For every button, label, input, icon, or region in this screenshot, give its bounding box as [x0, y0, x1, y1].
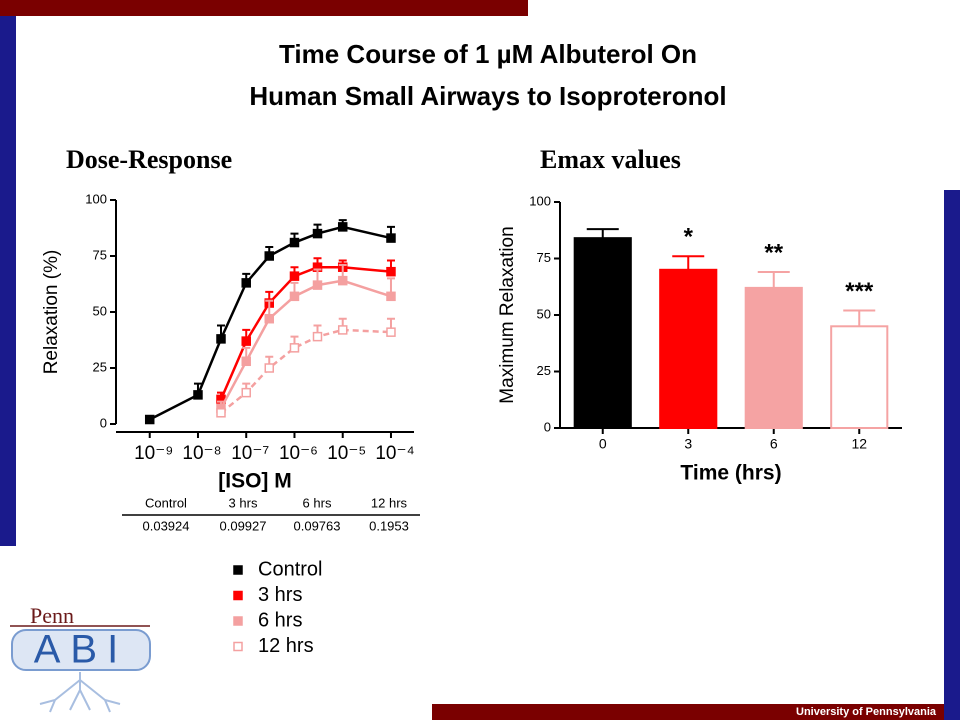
- data-point: [241, 336, 251, 346]
- bar: [830, 325, 889, 429]
- legend-marker: [233, 590, 243, 601]
- x-tick-label: 10⁻⁴: [375, 443, 414, 464]
- data-point: [241, 356, 251, 367]
- legend-marker: [233, 641, 243, 652]
- data-point: [241, 387, 251, 398]
- logo-top: Penn: [30, 603, 74, 628]
- data-point: [289, 343, 300, 353]
- title-line: Time Course of 1 µM Albuterol On: [279, 39, 697, 69]
- legend-label: 6 hrs: [258, 609, 302, 631]
- data-point: [312, 331, 323, 342]
- x-tick-label: 12: [851, 436, 867, 452]
- x-tick-label: 10⁻⁸: [182, 443, 221, 464]
- data-point: [289, 291, 300, 302]
- legend-marker: [233, 616, 243, 626]
- error-bar: [843, 309, 876, 327]
- data-point: [386, 291, 396, 302]
- table-header: 12 hrs: [371, 495, 408, 510]
- bar: [744, 286, 803, 429]
- data-point: [386, 266, 396, 277]
- y-tick-label: 50: [537, 306, 551, 321]
- chart-title: Emax values: [540, 145, 681, 174]
- table-cell: 0.03924: [143, 518, 190, 533]
- y-tick-label: 100: [85, 191, 107, 206]
- data-point: [193, 390, 203, 400]
- data-point: [264, 251, 274, 261]
- y-tick-label: 0: [100, 415, 107, 430]
- data-point: [264, 363, 274, 373]
- data-point: [241, 278, 251, 288]
- legend-marker: [233, 565, 243, 575]
- data-point: [337, 222, 348, 232]
- data-point: [312, 228, 323, 239]
- bar: [573, 237, 632, 429]
- table-cell: 0.09927: [220, 518, 267, 533]
- significance-label: **: [764, 239, 783, 266]
- y-tick-label: 25: [93, 359, 107, 374]
- x-tick-label: 10⁻⁶: [279, 443, 318, 464]
- data-point: [289, 271, 300, 281]
- x-axis-label: [ISO] M: [218, 470, 292, 493]
- legend-label: 12 hrs: [258, 635, 314, 657]
- y-tick-label: 50: [93, 303, 107, 318]
- error-bar: [672, 255, 705, 270]
- y-tick-label: 25: [537, 363, 551, 378]
- y-tick-label: 75: [537, 250, 551, 265]
- data-point: [337, 325, 348, 335]
- data-point: [264, 313, 274, 324]
- x-tick-label: 10⁻⁷: [231, 443, 269, 464]
- footer-text: University of Pennsylvania: [796, 706, 937, 718]
- data-point: [312, 280, 323, 290]
- logo-main: ABI: [34, 628, 128, 672]
- bar: [659, 268, 718, 429]
- legend-label: 3 hrs: [258, 584, 302, 606]
- y-tick-label: 0: [544, 419, 551, 434]
- y-axis-label: Maximum Relaxation: [497, 226, 518, 403]
- top-bar: [0, 0, 528, 16]
- table-header: 6 hrs: [303, 495, 332, 510]
- legend-label: Control: [258, 558, 322, 580]
- data-point: [289, 237, 300, 248]
- y-tick-label: 100: [529, 193, 551, 208]
- chart-title: Dose-Response: [66, 145, 232, 174]
- left-bar: [0, 16, 16, 546]
- logo: Penn ABI: [10, 603, 151, 713]
- error-bar: [586, 228, 619, 239]
- data-point: [216, 334, 226, 344]
- data-point: [386, 327, 396, 337]
- x-tick-label: 6: [770, 436, 778, 452]
- significance-label: ***: [845, 278, 874, 305]
- x-tick-label: 10⁻⁹: [134, 443, 173, 464]
- table-cell: 0.1953: [369, 518, 409, 533]
- error-bar: [757, 271, 790, 288]
- table-cell: 0.09763: [294, 518, 341, 533]
- x-tick-label: 10⁻⁵: [327, 443, 366, 464]
- footer-bar: [432, 704, 944, 720]
- data-point: [216, 408, 226, 418]
- data-point: [337, 275, 348, 286]
- y-axis-label: Relaxation (%): [41, 250, 62, 375]
- data-point: [386, 233, 396, 243]
- data-point: [144, 414, 155, 425]
- title-line: Human Small Airways to Isoproteronol: [249, 81, 726, 111]
- right-bar: [944, 190, 960, 720]
- significance-label: *: [684, 224, 694, 251]
- x-tick-label: 0: [599, 436, 607, 452]
- x-axis-label: Time (hrs): [680, 462, 781, 485]
- table-header: Control: [145, 495, 187, 510]
- x-tick-label: 3: [684, 436, 692, 452]
- y-tick-label: 75: [93, 247, 107, 262]
- table-header: 3 hrs: [229, 495, 258, 510]
